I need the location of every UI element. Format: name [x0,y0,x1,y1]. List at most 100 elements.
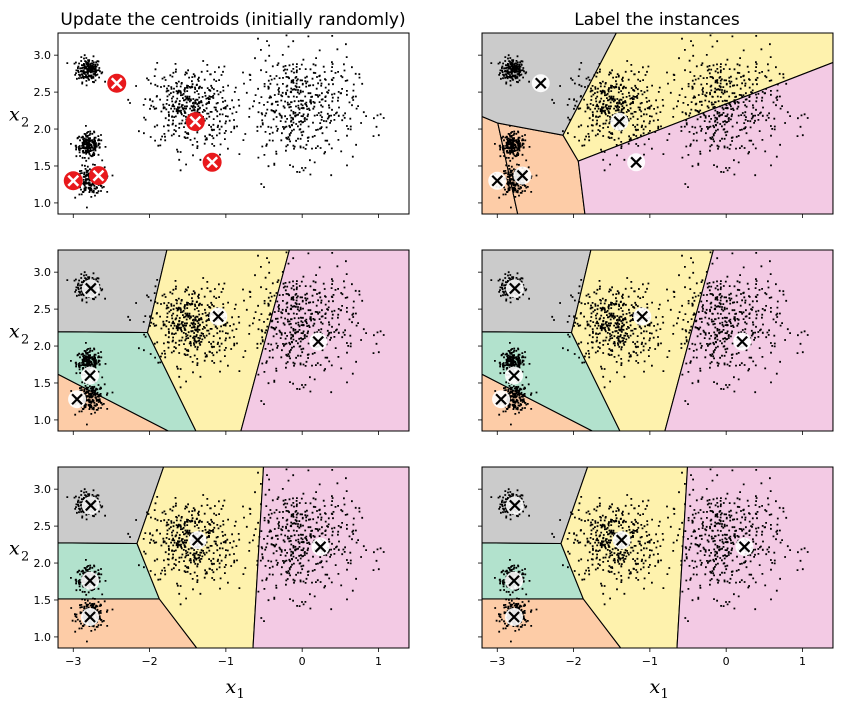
y-tick-label: 3.0 [34,483,52,496]
x-axis-label: x [226,676,237,698]
x-tick-label: −1 [218,655,234,668]
y-tick-label: 1.5 [34,594,52,607]
centroid-marker [188,531,207,550]
centroid-marker [610,112,629,131]
centroid-cross [85,282,97,295]
centroid-marker [81,496,100,515]
y-tick-label: 3.0 [34,266,52,279]
data-points [66,33,385,209]
x-tick-label: 0 [299,655,306,668]
y-tick-label: 1.5 [34,160,52,173]
centroid-marker [81,607,100,626]
y-axis-label: x [9,104,20,126]
right-column-title: Label the instances [574,10,740,30]
axes-frame [481,466,834,649]
x-tick-label: −2 [565,655,581,668]
y-axis-label-subscript: 2 [21,550,29,565]
centroid-cross [630,156,642,169]
centroid-marker [185,112,205,132]
x-axis-label: x [650,676,661,698]
y-tick-label: 2.5 [34,303,52,316]
axes-frame [57,32,410,215]
centroid-marker [612,531,631,550]
centroid-marker [627,153,646,172]
centroid-cross [615,534,628,546]
centroid-marker [81,571,100,590]
subplot-6: −3 −2 −1 0 1x 1 [478,466,834,702]
centroid-cross [191,534,204,546]
y-axis-label: x [9,538,20,560]
y-axis-label-subscript: 2 [21,116,29,131]
centroid-marker [81,366,100,385]
y-axis-label: x [9,321,20,343]
plot-area [482,250,833,431]
y-tick-label: 1.0 [34,631,52,644]
data-point-set [490,250,809,426]
centroid-marker [68,390,87,409]
data-point-set [66,33,385,209]
centroid-marker [311,537,330,556]
centroid-marker [88,166,108,186]
centroid-cross [206,156,219,169]
data-points [66,467,385,643]
y-tick-label: 1.0 [34,197,52,210]
y-tick-label: 1.0 [34,414,52,427]
x-tick-label: −2 [141,655,157,668]
centroid-cross [613,115,626,128]
y-axis-label-subscript: 2 [21,333,29,348]
centroid-cross [189,115,202,128]
y-tick-label: 2.0 [34,123,52,136]
centroid-marker [733,332,752,351]
centroid-cross [516,169,529,182]
data-points [490,33,809,209]
plot-area [58,250,409,431]
centroid-cross [508,611,520,623]
centroid-marker [505,279,524,298]
x-tick-label: 1 [375,655,382,668]
centroid-marker [735,537,754,556]
centroid-cross [509,499,521,512]
centroid-cross [84,574,96,587]
centroid-cross [508,574,520,587]
centroid-cross [534,77,547,90]
y-tick-label: 2.5 [34,86,52,99]
centroid-marker [505,571,524,590]
plot-area [482,33,833,214]
centroid-cross [92,169,105,182]
data-point-set [490,467,809,643]
centroid-marker [107,73,127,93]
decision-region [577,61,833,214]
centroid-cross [509,282,521,295]
x-tick-label: −1 [642,655,658,668]
subplot-grid: 1.01.52.02.53.0x 21.01.52.02.53.0x 2−3 −2 −1… [9,32,834,702]
centroid-cross [491,174,504,187]
decision-region [570,250,714,431]
y-tick-label: 3.0 [34,49,52,62]
data-point-set [66,467,385,643]
centroid-cross [312,335,324,348]
axes-frame [57,466,410,649]
axes-frame [57,249,410,432]
axes-frame [481,32,834,215]
centroid-cross [508,369,520,382]
centroid-cross [495,393,507,406]
data-point-set [490,33,809,209]
decision-region [136,467,265,648]
centroid-cross [110,77,123,90]
decision-region [146,250,290,431]
centroid-marker [513,166,532,185]
data-point-set [66,250,385,426]
centroid-marker [209,307,228,326]
centroid-cross [84,611,96,623]
centroid-marker [202,152,222,172]
centroid-cross [85,499,97,512]
plot-area [63,33,385,209]
centroid-marker [505,496,524,515]
data-points [66,250,385,426]
subplot-1: 1.0 1.5 2.0 2.5 3.0 x 2 [9,32,410,218]
centroid-cross [67,174,80,187]
x-tick-label: 0 [723,655,730,668]
centroid-cross [71,393,83,406]
centroid-marker [505,366,524,385]
